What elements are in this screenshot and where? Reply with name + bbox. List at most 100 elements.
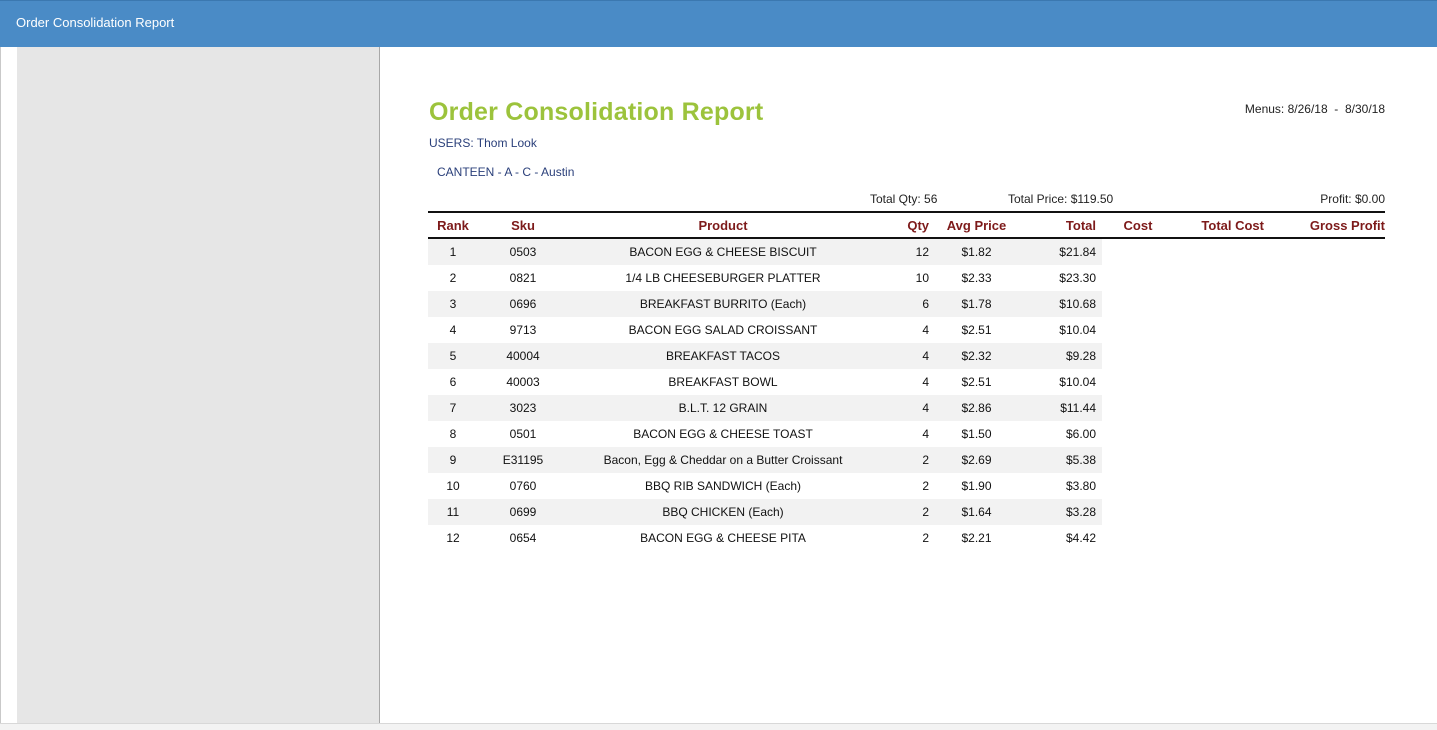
- cell-qty: 6: [878, 291, 935, 317]
- cell-total: $10.68: [1018, 291, 1102, 317]
- cell-product: BREAKFAST BOWL: [668, 375, 778, 389]
- cell-total: $21.84: [1018, 238, 1102, 265]
- cell-qty: 12: [878, 238, 935, 265]
- cell-cost: [1102, 447, 1174, 473]
- cell-rank: 7: [428, 395, 478, 421]
- col-header-sku: Sku: [478, 211, 568, 239]
- cell-total: $11.44: [1018, 395, 1102, 421]
- cell-gross-profit: [1264, 291, 1385, 317]
- cell-product: BACON EGG & CHEESE BISCUIT: [568, 238, 878, 265]
- cell-avg-price: $1.64: [935, 499, 1018, 525]
- cell-rank: 12: [446, 531, 460, 545]
- cell-total-cost: [1174, 525, 1264, 551]
- cell-rank: 10: [446, 479, 460, 493]
- cell-rank: 2: [449, 271, 457, 285]
- cell-qty: 4: [922, 375, 929, 389]
- cell-total-cost: [1174, 238, 1264, 265]
- cell-qty: 10: [915, 271, 929, 285]
- cell-avg-price: $2.69: [935, 447, 1018, 473]
- title-bar: Order Consolidation Report: [0, 0, 1437, 47]
- cell-rank: 8: [449, 427, 457, 441]
- cell-product: BACON EGG & CHEESE TOAST: [633, 427, 813, 441]
- cell-total: $3.80: [1065, 479, 1096, 493]
- col-header-product: Product: [568, 211, 878, 239]
- cell-total-cost: [1174, 291, 1264, 317]
- cell-total: $10.04: [1059, 375, 1096, 389]
- cell-qty: 2: [922, 479, 929, 493]
- table-row: 1 0503 BACON EGG & CHEESE BISCUIT 12 $1.82 $2…: [428, 238, 1385, 265]
- table-row: 3 0696 BREAKFAST BURRITO (Each) 6 $1.78 $10.6…: [428, 291, 1385, 317]
- cell-product: BACON EGG SALAD CROISSANT: [628, 323, 818, 337]
- cell-product: B.L.T. 12 GRAIN: [568, 395, 878, 421]
- cell-avg-price: $2.33: [961, 271, 992, 285]
- cell-gross-profit: [1264, 421, 1385, 447]
- cell-gross-profit: [1264, 395, 1385, 421]
- cell-avg-price: $2.32: [935, 343, 1018, 369]
- col-header-total: Total: [1018, 211, 1102, 239]
- cell-total: $9.28: [1018, 343, 1102, 369]
- cell-gross-profit: [1264, 238, 1385, 265]
- summary-total-price: Total Price: $119.50: [1008, 192, 1114, 206]
- cell-qty: 2: [922, 531, 929, 545]
- report-page: Order Consolidation Report Menus: 8/26/1…: [380, 47, 1437, 723]
- table-row: 8 0501 BACON EGG & CHEESE TOAST 4 $1.50 $6.00: [428, 421, 1385, 447]
- cell-cost: [1102, 317, 1174, 343]
- report-rows: 1 0503 BACON EGG & CHEESE BISCUIT 12 $1.82 $2…: [428, 238, 1385, 551]
- cell-sku: 3023: [478, 395, 568, 421]
- cell-gross-profit: [1264, 317, 1385, 343]
- cell-rank: 5: [428, 343, 478, 369]
- cell-avg-price: $2.21: [961, 531, 992, 545]
- cell-cost: [1102, 265, 1174, 291]
- cell-rank: 4: [449, 323, 457, 337]
- cell-cost: [1102, 525, 1174, 551]
- report-table: Rank Sku Product Qty Avg Price Total Cos…: [428, 211, 1385, 551]
- table-row: 5 40004 BREAKFAST TACOS 4 $2.32 $9.28: [428, 343, 1385, 369]
- cell-gross-profit: [1264, 499, 1385, 525]
- col-header-total-cost: Total Cost: [1174, 211, 1264, 239]
- table-row: 9 E31195 Bacon, Egg & Cheddar on a Butter …: [428, 447, 1385, 473]
- cell-avg-price: $2.51: [961, 375, 992, 389]
- col-header-rank: Rank: [428, 211, 478, 239]
- cell-sku: E31195: [478, 447, 568, 473]
- cell-total: $23.30: [1059, 271, 1096, 285]
- summary-total-qty: Total Qty: 56: [870, 192, 938, 206]
- cell-cost: [1102, 291, 1174, 317]
- menus-date-range: Menus: 8/26/18 - 8/30/18: [1244, 102, 1385, 116]
- bottom-strip: [0, 723, 1437, 730]
- window-title: Order Consolidation Report: [16, 15, 175, 30]
- cell-total-cost: [1174, 317, 1264, 343]
- cell-total: $5.38: [1018, 447, 1102, 473]
- table-row: 4 9713 BACON EGG SALAD CROISSANT 4 $2.51 $10.…: [428, 317, 1385, 343]
- report-location: CANTEEN - A - C - Austin: [437, 165, 575, 179]
- cell-total-cost: [1174, 395, 1264, 421]
- table-row: 12 0654 BACON EGG & CHEESE PITA 2 $2.21 $4.42: [428, 525, 1385, 551]
- table-header-row: Rank Sku Product Qty Avg Price Total Cos…: [428, 211, 1385, 239]
- cell-rank: 3: [428, 291, 478, 317]
- cell-avg-price: $2.86: [935, 395, 1018, 421]
- cell-total-cost: [1174, 447, 1264, 473]
- report-title: Order Consolidation Report: [429, 98, 764, 126]
- table-row: 6 40003 BREAKFAST BOWL 4 $2.51 $10.04: [428, 369, 1385, 395]
- cell-sku: 0696: [478, 291, 568, 317]
- cell-rank: 9: [428, 447, 478, 473]
- cell-total-cost: [1174, 265, 1264, 291]
- cell-qty: 4: [878, 395, 935, 421]
- cell-sku: 0699: [478, 499, 568, 525]
- cell-total: $4.42: [1065, 531, 1096, 545]
- cell-rank: 1: [428, 238, 478, 265]
- cell-sku: 40003: [506, 375, 540, 389]
- cell-cost: [1102, 395, 1174, 421]
- cell-cost: [1102, 238, 1174, 265]
- col-header-avg-price: Avg Price: [935, 211, 1018, 239]
- cell-cost: [1102, 473, 1174, 499]
- cell-avg-price: $1.82: [935, 238, 1018, 265]
- cell-avg-price: $2.51: [961, 323, 992, 337]
- cell-product: BBQ RIB SANDWICH (Each): [644, 479, 802, 493]
- cell-qty: 4: [922, 323, 929, 337]
- report-users: USERS: Thom Look: [429, 136, 537, 150]
- cell-sku: 0501: [509, 427, 537, 441]
- cell-rank: 6: [449, 375, 457, 389]
- cell-total-cost: [1174, 421, 1264, 447]
- table-row: 7 3023 B.L.T. 12 GRAIN 4 $2.86 $11.44: [428, 395, 1385, 421]
- cell-total-cost: [1174, 499, 1264, 525]
